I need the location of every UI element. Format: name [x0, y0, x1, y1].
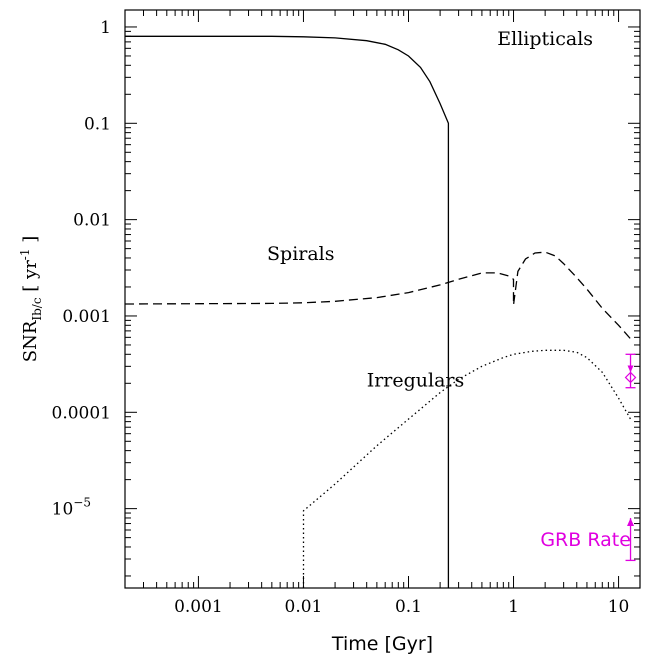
y-tick-label: 0.01	[73, 211, 111, 231]
x-tick-label: 0.01	[285, 597, 323, 617]
plot-frame	[124, 9, 641, 589]
grb-limit-arrowhead	[627, 517, 635, 526]
series-line-spirals	[124, 251, 631, 340]
y-tick-label: 0.0001	[52, 403, 111, 423]
series-label-irregulars: Irregulars	[367, 370, 465, 392]
y-axis-label: SNRIb/c [ yr-1 ]	[18, 236, 44, 363]
series-label-spirals: Spirals	[267, 243, 335, 265]
grb-rate-label: GRB Rate	[540, 529, 631, 551]
x-tick-label: 1	[508, 597, 519, 617]
grb-diamond-marker	[624, 371, 637, 384]
series-lines	[124, 35, 632, 588]
series-line-ellipticals	[125, 35, 450, 588]
y-tick-label: 0.001	[62, 307, 111, 327]
y-tick-label: 0.1	[84, 114, 111, 134]
y-tick-label: 10−5	[52, 496, 91, 520]
grb-down-arrowhead	[627, 365, 634, 373]
x-tick-label: 0.001	[174, 597, 223, 617]
x-axis-label: Time [Gyr]	[331, 633, 433, 655]
series-label-ellipticals: Ellipticals	[497, 28, 593, 50]
chart-labels: 0.001 0.01 0.1 1 10 1 0.1 0.01 0.001 0.0001 10−5 Ti…	[18, 18, 631, 655]
series-line-irregulars	[302, 349, 632, 588]
x-tick-label: 0.1	[395, 597, 422, 617]
axes	[124, 9, 641, 589]
grb-markers	[624, 353, 637, 562]
y-tick-label: 1	[100, 18, 111, 38]
ticks	[124, 10, 640, 588]
x-tick-label: 10	[608, 597, 630, 617]
